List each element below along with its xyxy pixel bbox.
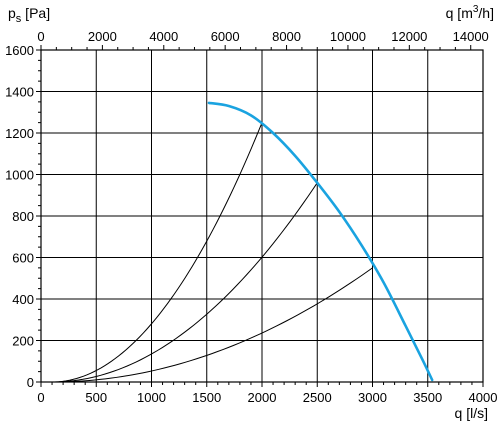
y-tick-label: 1400 [5, 85, 34, 100]
x-bottom-tick-label: 0 [37, 390, 44, 405]
y-axis-title: ps [Pa] [8, 5, 50, 25]
x-bottom-tick-label: 2000 [248, 390, 277, 405]
x-top-tick-label: 12000 [391, 29, 427, 44]
y-tick-label: 200 [12, 334, 34, 349]
x-top-ticks: 0 2000 4000 6000 8000 10000 12000 14000 [37, 29, 489, 50]
system-curves [52, 122, 373, 383]
x-top-tick-label: 8000 [272, 29, 301, 44]
fan-curve-group [207, 101, 434, 382]
grid [40, 49, 484, 383]
y-tick-label: 0 [27, 375, 34, 390]
x-top-tick-label: 10000 [330, 29, 366, 44]
x-bottom-tick-label: 3500 [413, 390, 442, 405]
x-bottom-tick-label: 3000 [358, 390, 387, 405]
x-top-tick-label: 0 [37, 29, 44, 44]
x-top-tick-label: 4000 [149, 29, 178, 44]
y-tick-label: 1000 [5, 168, 34, 183]
system-curve-3 [52, 267, 373, 383]
x-bottom-axis-title: q [l/s] [455, 405, 488, 421]
system-curve-1 [52, 122, 263, 383]
x-top-axis-title: q [m3/h] [446, 4, 494, 21]
y-tick-label: 1600 [5, 43, 34, 58]
x-bottom-tick-label: 2500 [303, 390, 332, 405]
y-tick-label: 800 [12, 209, 34, 224]
y-tick-label: 600 [12, 251, 34, 266]
x-bottom-tick-label: 1000 [137, 390, 166, 405]
x-bottom-tick-label: 500 [85, 390, 107, 405]
x-bottom-ticks: 0 500 1000 1500 2000 2500 3000 3500 4000 [37, 382, 497, 405]
x-top-tick-label: 6000 [211, 29, 240, 44]
y-tick-label: 1200 [5, 126, 34, 141]
y-ticks: 0 200 400 600 800 1000 1200 1400 1600 [5, 43, 41, 390]
x-bottom-tick-label: 1500 [192, 390, 221, 405]
x-bottom-tick-label: 4000 [469, 390, 498, 405]
fan-curve [207, 101, 434, 382]
y-tick-label: 400 [12, 292, 34, 307]
system-curve-2 [52, 182, 318, 383]
x-top-tick-label: 2000 [88, 29, 117, 44]
x-top-tick-label: 14000 [453, 29, 489, 44]
